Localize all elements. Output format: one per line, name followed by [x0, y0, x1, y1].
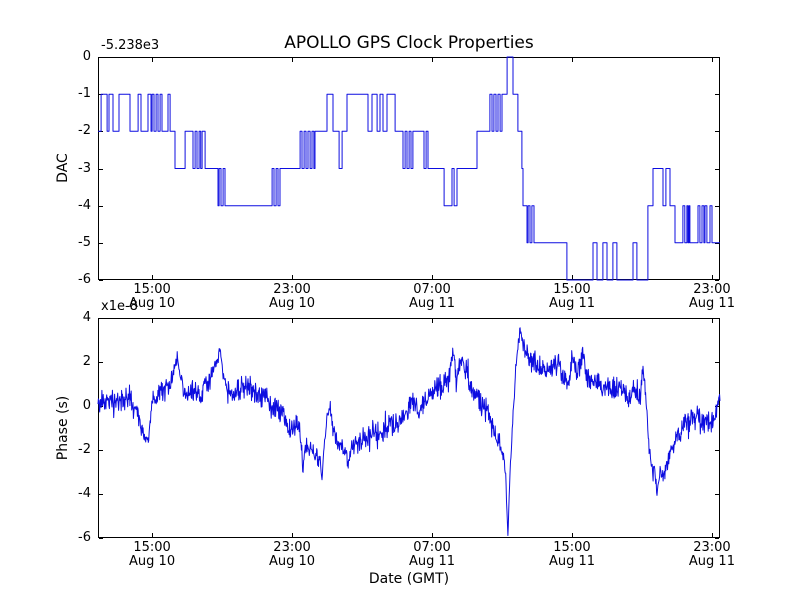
- phase-axis-multiplier-label: x1e-8: [101, 299, 138, 314]
- x-tick-label: 15:00 Aug 11: [530, 541, 614, 569]
- y-tick-label: -5: [78, 234, 91, 250]
- y-tick-label: -6: [78, 272, 91, 287]
- y-tick-label: -6: [78, 530, 91, 545]
- x-tick-time: 07:00: [413, 282, 451, 297]
- x-tick-date: Aug 10: [269, 296, 316, 311]
- dac-axis-offset-label: -5.238e3: [101, 38, 160, 53]
- x-tick-label: 23:00 Aug 11: [670, 541, 754, 569]
- x-tick-date: Aug 10: [129, 296, 176, 311]
- x-tick-date: Aug 10: [269, 554, 316, 569]
- x-tick-time: 23:00: [273, 540, 311, 555]
- y-tick-label: -4: [78, 197, 91, 213]
- chart-title: APOLLO GPS Clock Properties: [284, 33, 534, 53]
- y-tick-label: 4: [82, 310, 91, 325]
- x-tick-date: Aug 11: [408, 296, 456, 311]
- x-tick-date: Aug 11: [408, 554, 456, 569]
- y-tick-label: 2: [82, 354, 91, 369]
- x-tick-time: 07:00: [413, 540, 451, 555]
- y-tick-label: -2: [78, 442, 91, 457]
- x-tick-label: 15:00 Aug 10: [110, 283, 194, 311]
- x-axis-label: Date (GMT): [368, 571, 450, 587]
- x-tick-label: 23:00 Aug 11: [670, 283, 754, 311]
- y-tick-label: 0: [82, 398, 91, 413]
- y-tick-label: -3: [78, 160, 91, 176]
- y-tick-label: -2: [78, 123, 91, 139]
- x-tick-date: Aug 11: [688, 554, 735, 569]
- x-tick-label: 07:00 Aug 11: [390, 541, 474, 569]
- y-tick-label: 0: [82, 49, 91, 64]
- axes-frame: [98, 57, 720, 280]
- x-tick-time: 15:00: [553, 282, 591, 297]
- x-tick-time: 23:00: [693, 540, 731, 555]
- x-tick-label: 23:00 Aug 10: [250, 283, 334, 311]
- x-tick-time: 23:00: [693, 282, 731, 297]
- x-tick-label: 15:00 Aug 11: [530, 283, 614, 311]
- x-tick-label: 15:00 Aug 10: [110, 541, 194, 569]
- x-tick-date: Aug 11: [548, 296, 595, 311]
- x-tick-time: 15:00: [133, 282, 171, 297]
- phase-line: [97, 327, 721, 536]
- x-tick-time: 15:00: [133, 540, 171, 555]
- x-tick-date: Aug 11: [688, 296, 735, 311]
- y-tick-label: -1: [78, 86, 91, 102]
- dac-line: [98, 56, 720, 281]
- x-tick-date: Aug 11: [548, 554, 595, 569]
- x-tick-date: Aug 10: [129, 554, 176, 569]
- x-tick-time: 15:00: [553, 540, 591, 555]
- y-tick-label: -4: [78, 486, 91, 501]
- x-tick-time: 23:00: [273, 282, 311, 297]
- axes-frame: [98, 318, 720, 538]
- x-tick-label: 07:00 Aug 11: [390, 283, 474, 311]
- x-tick-label: 23:00 Aug 10: [250, 541, 334, 569]
